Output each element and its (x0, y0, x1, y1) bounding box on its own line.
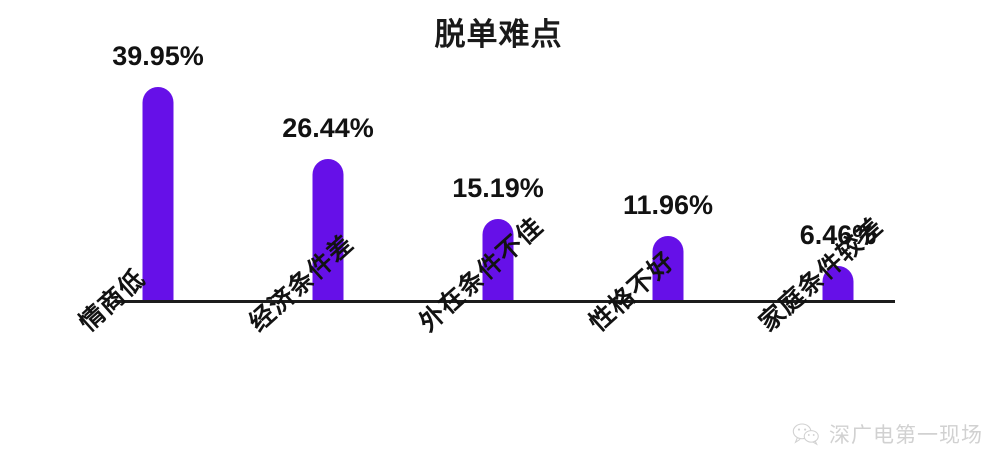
watermark: 深广电第一现场 (792, 419, 983, 449)
watermark-text: 深广电第一现场 (829, 424, 983, 447)
bar-value-label-4: 6.46% (799, 219, 877, 250)
bar-value-label-2: 15.19% (452, 173, 544, 204)
bar-value-label-1: 26.44% (282, 113, 374, 144)
bar-value-label-3: 11.96% (622, 190, 714, 221)
bar-2 (482, 219, 514, 300)
bar-0 (142, 87, 174, 300)
bar-3 (652, 236, 684, 300)
category-axis-line (115, 300, 895, 303)
chart-title: 脱单难点 (434, 17, 563, 52)
wechat-icon (792, 422, 820, 446)
bar-1 (312, 159, 344, 300)
category-label-2: 外在条件不佳 (414, 212, 549, 338)
bar-value-label-0: 39.95% (112, 41, 204, 72)
bar-4 (822, 265, 854, 300)
